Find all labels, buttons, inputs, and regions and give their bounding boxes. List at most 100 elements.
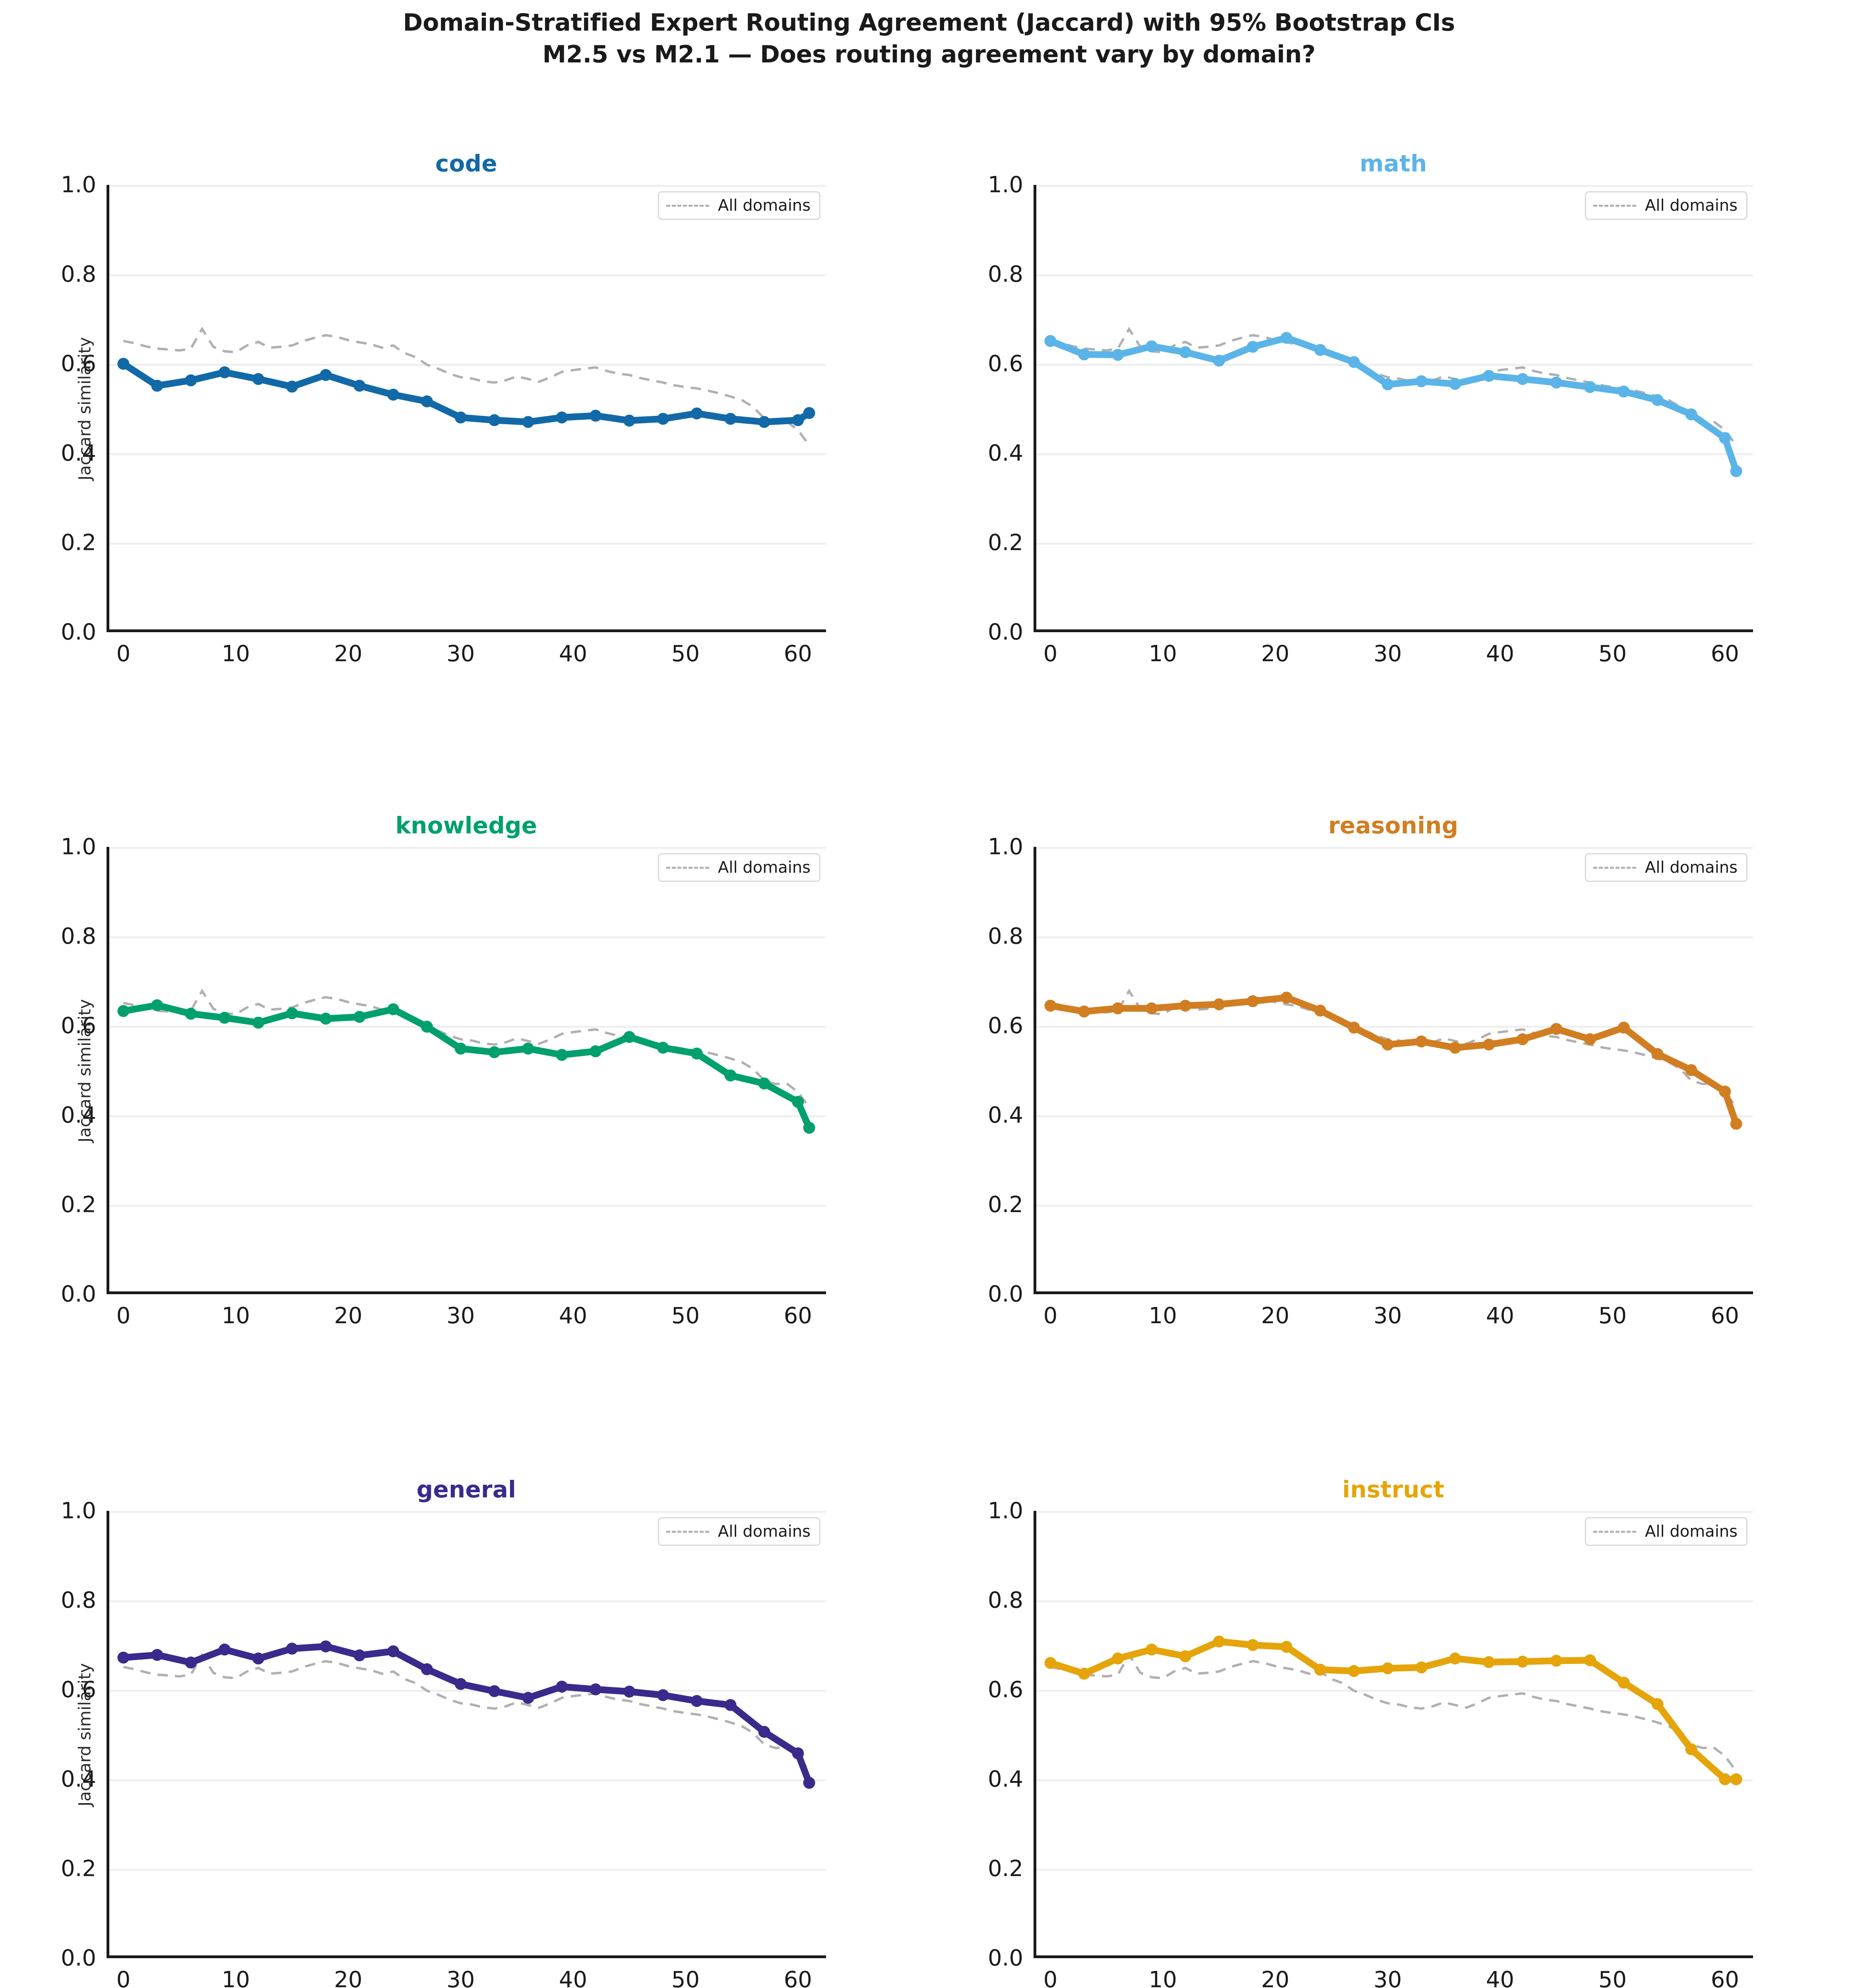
data-point	[1247, 995, 1259, 1008]
y-axis-label: Jaccard similarity	[75, 1663, 95, 1806]
subplot-title-math: math	[1360, 150, 1427, 177]
data-point	[556, 412, 568, 423]
gridline-y-0.8	[1036, 274, 1753, 276]
y-axis-label: Jaccard similarity	[75, 999, 95, 1142]
ytick-label: 0.8	[60, 923, 96, 949]
plot-area-instruct	[1034, 1511, 1753, 1958]
xtick-label: 20	[334, 641, 363, 667]
data-point	[421, 395, 433, 408]
legend-instruct[interactable]: All domains	[1585, 1517, 1747, 1546]
data-point	[590, 1683, 602, 1695]
data-point	[1730, 1773, 1742, 1785]
xtick-label: 50	[671, 641, 700, 667]
ytick-label: 0.6	[60, 1013, 96, 1039]
series-layer-code	[117, 326, 815, 446]
data-point	[320, 1013, 332, 1025]
legend-math[interactable]: All domains	[1585, 191, 1747, 220]
series-layer-reasoning	[1044, 988, 1742, 1130]
data-point	[623, 1031, 636, 1043]
legend-dashed-line-icon	[666, 866, 710, 869]
plot-area-reasoning	[1034, 847, 1753, 1294]
gridline-y-0.8	[109, 274, 826, 276]
ytick-label: 0.0	[987, 619, 1023, 645]
data-point	[252, 373, 264, 385]
legend-reasoning[interactable]: All domains	[1585, 853, 1747, 882]
data-point	[1280, 1641, 1293, 1653]
data-point	[1348, 1665, 1360, 1677]
data-point	[657, 1689, 669, 1701]
ytick-label: 0.2	[987, 1856, 1023, 1882]
gridline-y-0.6	[109, 1026, 826, 1028]
data-point	[421, 1663, 433, 1675]
ytick-label: 0.4	[60, 1102, 96, 1128]
ytick-label: 0.0	[60, 1281, 96, 1307]
subplot-instruct: instruct0.00.20.40.60.81.00102030405060L…	[988, 1476, 1753, 1988]
data-point	[1381, 378, 1394, 390]
data-point	[1550, 377, 1563, 389]
ytick-label: 1.0	[987, 834, 1023, 860]
data-point	[556, 1049, 568, 1061]
data-point	[1280, 992, 1293, 1004]
data-point	[724, 413, 737, 425]
xtick-label: 10	[1148, 1967, 1177, 1988]
data-point	[556, 1681, 568, 1693]
xtick-label: 20	[1261, 1303, 1290, 1329]
data-point	[758, 1726, 770, 1738]
data-point	[1517, 1033, 1529, 1045]
data-point	[421, 1021, 433, 1033]
data-point	[1584, 381, 1596, 393]
data-point	[590, 1045, 602, 1058]
ytick-label: 0.6	[60, 351, 96, 377]
data-point	[1381, 1039, 1394, 1051]
gridline-y-0.6	[1036, 1690, 1753, 1692]
data-point	[1685, 1064, 1697, 1076]
gridline-y-1.0	[1036, 185, 1753, 187]
data-point	[1381, 1662, 1394, 1674]
gridline-y-1.0	[1036, 1511, 1753, 1513]
data-point	[1044, 335, 1057, 347]
xtick-label: 60	[784, 1967, 812, 1988]
plot-area-math	[1034, 185, 1753, 632]
legend-label-all-domains: All domains	[718, 196, 811, 215]
data-point	[1550, 1023, 1563, 1035]
data-point	[1651, 1048, 1664, 1060]
ytick-label: 1.0	[60, 1498, 96, 1524]
legend-code[interactable]: All domains	[658, 191, 820, 220]
legend-dashed-line-icon	[1593, 866, 1637, 869]
data-point	[522, 1692, 534, 1704]
xtick-label: 0	[1043, 1967, 1058, 1988]
ci-band-math	[1050, 336, 1736, 474]
ytick-label: 0.2	[987, 1192, 1023, 1218]
ytick-label: 0.8	[60, 1587, 96, 1613]
ytick-label: 0.6	[987, 351, 1023, 377]
legend-knowledge[interactable]: All domains	[658, 853, 820, 882]
gridline-y-1.0	[109, 847, 826, 849]
plot-area-code	[107, 185, 826, 632]
data-point	[1078, 348, 1090, 361]
legend-label-all-domains: All domains	[718, 858, 811, 877]
xtick-label: 50	[1598, 1303, 1627, 1329]
xtick-label: 10	[221, 1303, 250, 1329]
data-point	[1146, 1002, 1158, 1015]
data-point	[1213, 1635, 1225, 1648]
data-point	[1730, 465, 1742, 477]
xtick-label: 60	[1711, 1967, 1739, 1988]
data-point	[1280, 332, 1293, 344]
plot-area-general	[107, 1511, 826, 1958]
data-point	[657, 1042, 669, 1054]
xtick-label: 30	[1373, 1967, 1402, 1988]
subplot-knowledge: knowledge 0.0 0.2 0.4 0.6 0.8 1.0 0 10 20 30 40 50 60…	[61, 812, 826, 1329]
ytick-label: 0.8	[987, 261, 1023, 287]
gridline-y-0.4	[109, 453, 826, 455]
xtick-label: 50	[671, 1967, 700, 1988]
xtick-label: 10	[1148, 641, 1177, 667]
legend-general[interactable]: All domains	[658, 1517, 820, 1546]
ytick-label: 0.0	[60, 619, 96, 645]
legend-label-all-domains: All domains	[1645, 196, 1738, 215]
data-point	[117, 1005, 130, 1017]
xtick-label: 40	[559, 641, 588, 667]
reference-line-all-domains	[123, 1652, 811, 1772]
ytick-label: 0.2	[987, 530, 1023, 556]
legend-label-all-domains: All domains	[718, 1522, 811, 1541]
xtick-label: 10	[221, 1967, 250, 1988]
